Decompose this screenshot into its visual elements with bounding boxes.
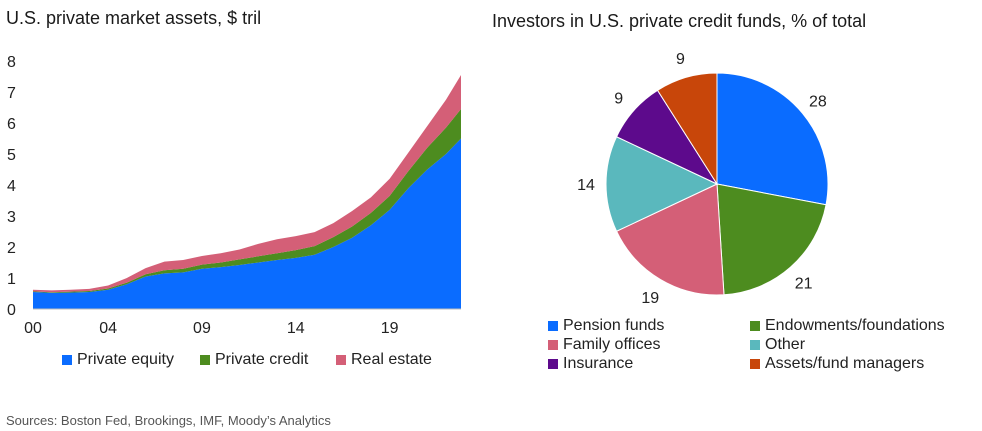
y-tick-label: 2 bbox=[7, 240, 16, 257]
legend-item-endowments: Endowments/foundations bbox=[750, 317, 945, 335]
legend-label-endowments: Endowments/foundations bbox=[765, 317, 945, 334]
y-tick-label: 0 bbox=[7, 302, 16, 319]
x-tick-label: 09 bbox=[193, 320, 211, 337]
legend-swatch-assets-fund-managers bbox=[750, 359, 760, 369]
legend-item-insurance: Insurance bbox=[548, 355, 633, 373]
legend-label-insurance: Insurance bbox=[563, 355, 634, 372]
y-tick-label: 8 bbox=[7, 54, 16, 71]
pie-chart-title: Investors in U.S. private credit funds, … bbox=[492, 11, 867, 31]
pie-slice-other bbox=[605, 136, 719, 232]
pie-label-insurance: 9 bbox=[614, 90, 623, 107]
legend-label-family-offices: Family offices bbox=[563, 336, 661, 353]
area-series-private-equity bbox=[33, 138, 461, 309]
y-tick-label: 6 bbox=[7, 116, 16, 133]
pie-label-endowments-foundations: 21 bbox=[795, 275, 813, 292]
pie-label-other: 14 bbox=[577, 177, 595, 194]
y-tick-label: 3 bbox=[7, 209, 16, 226]
legend-label-private-equity: Private equity bbox=[77, 351, 174, 368]
legend-item-pension-funds: Pension funds bbox=[548, 317, 664, 335]
sources-note: Sources: Boston Fed, Brookings, IMF, Moo… bbox=[6, 413, 331, 428]
legend-swatch-private-equity bbox=[62, 355, 72, 365]
pie-slice-assets-fund-managers bbox=[656, 72, 718, 186]
legend-label-pension-funds: Pension funds bbox=[563, 317, 665, 334]
legend-swatch-family-offices bbox=[548, 340, 558, 350]
pie-slice-pension-funds bbox=[716, 72, 829, 206]
legend-swatch-endowments bbox=[750, 321, 760, 331]
y-tick-label: 4 bbox=[7, 178, 16, 195]
y-tick-label: 7 bbox=[7, 85, 16, 102]
pie-label-pension-funds: 28 bbox=[809, 93, 827, 110]
legend-item-other: Other bbox=[750, 336, 805, 354]
legend-item-private-credit: Private credit bbox=[200, 351, 308, 369]
pie-slice-family-offices bbox=[615, 183, 725, 296]
legend-label-private-credit: Private credit bbox=[215, 351, 309, 368]
legend-item-real-estate: Real estate bbox=[336, 351, 432, 369]
legend-swatch-other bbox=[750, 340, 760, 350]
legend-swatch-pension-funds bbox=[548, 321, 558, 331]
legend-label-real-estate: Real estate bbox=[351, 351, 432, 368]
pie-label-assets-fund-managers: 9 bbox=[676, 51, 685, 68]
legend-item-family-offices: Family offices bbox=[548, 336, 661, 354]
legend-swatch-private-credit bbox=[200, 355, 210, 365]
legend-item-private-equity: Private equity bbox=[62, 351, 174, 369]
y-tick-label: 5 bbox=[7, 147, 16, 164]
x-tick-label: 19 bbox=[381, 320, 399, 337]
legend-swatch-insurance bbox=[548, 359, 558, 369]
legend-item-assets-fund-managers: Assets/fund managers bbox=[750, 355, 924, 373]
pie-slice-endowments-foundations bbox=[716, 183, 827, 296]
x-tick-label: 14 bbox=[287, 320, 305, 337]
legend-label-assets-fund-managers: Assets/fund managers bbox=[765, 355, 925, 372]
legend-swatch-real-estate bbox=[336, 355, 346, 365]
x-tick-label: 04 bbox=[99, 320, 117, 337]
pie-label-family-offices: 19 bbox=[641, 290, 659, 307]
legend-label-other: Other bbox=[765, 336, 806, 353]
area-series-real-estate bbox=[33, 74, 461, 293]
x-tick-label: 00 bbox=[24, 320, 42, 337]
y-tick-label: 1 bbox=[7, 271, 16, 288]
area-chart-title: U.S. private market assets, $ tril bbox=[6, 8, 262, 28]
